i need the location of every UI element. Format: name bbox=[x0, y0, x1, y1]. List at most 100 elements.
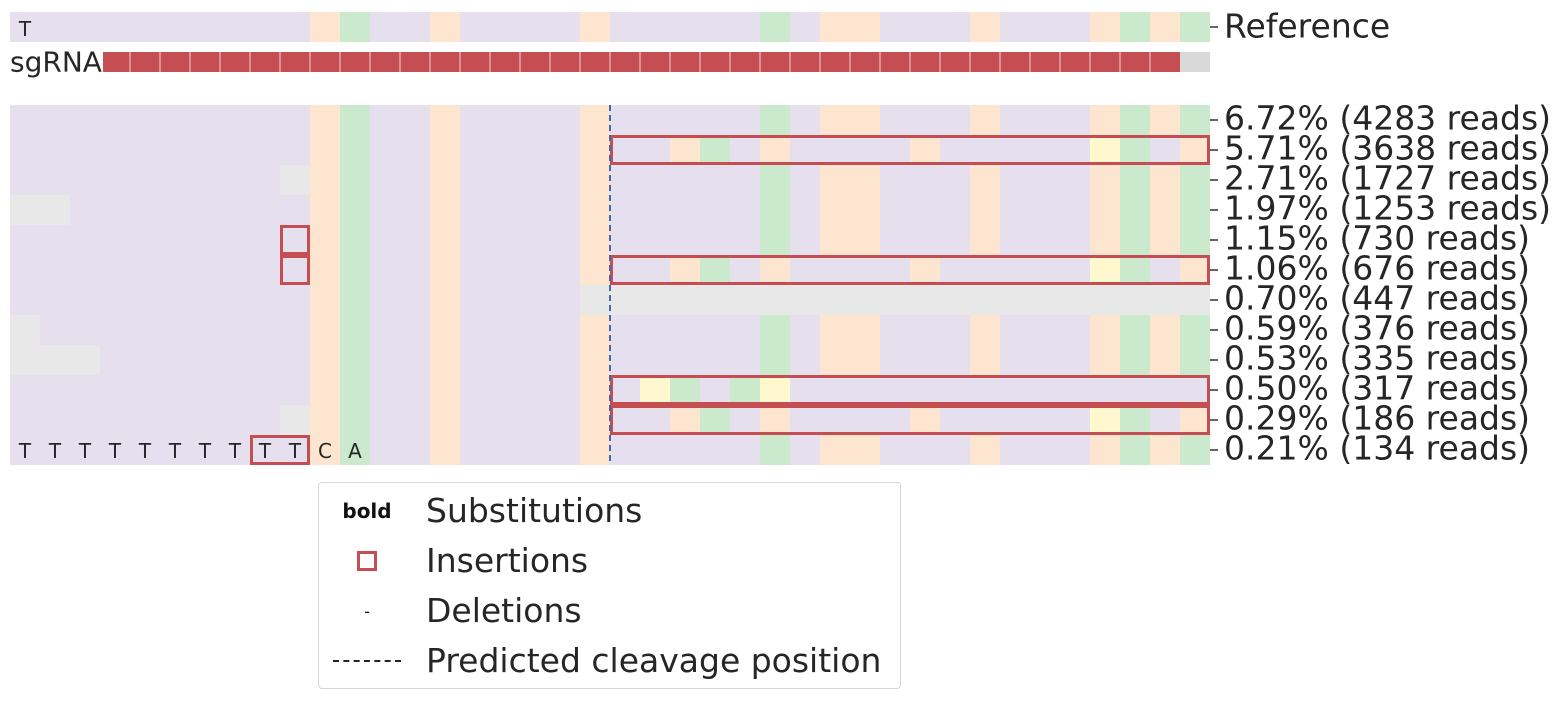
allele-cell bbox=[400, 315, 430, 345]
allele-cell bbox=[460, 435, 490, 465]
allele-cell bbox=[970, 285, 1000, 315]
allele-cell bbox=[700, 285, 730, 315]
allele-cell bbox=[1180, 345, 1210, 375]
allele-cell bbox=[940, 165, 970, 195]
allele-cell bbox=[250, 405, 280, 435]
row-label: 5.71% (3638 reads) bbox=[1224, 129, 1551, 168]
allele-cell bbox=[460, 135, 490, 165]
reference-cell bbox=[940, 12, 970, 42]
allele-base-letter: T bbox=[138, 439, 152, 463]
allele-cell bbox=[1000, 165, 1030, 195]
allele-cell bbox=[430, 435, 460, 465]
reference-cell bbox=[250, 12, 280, 42]
allele-cell bbox=[1060, 315, 1090, 345]
allele-cell bbox=[700, 405, 730, 435]
row-label: 0.70% (447 reads) bbox=[1224, 279, 1530, 318]
allele-cell bbox=[400, 195, 430, 225]
row-label: 2.71% (1727 reads) bbox=[1224, 159, 1551, 198]
allele-cell bbox=[670, 195, 700, 225]
allele-cell bbox=[400, 225, 430, 255]
allele-cell bbox=[730, 255, 760, 285]
sgrna-pam-bar bbox=[1180, 52, 1210, 72]
bold-text-icon: bold bbox=[342, 499, 392, 523]
allele-cell bbox=[370, 255, 400, 285]
allele-cell bbox=[1000, 375, 1030, 405]
allele-cell bbox=[700, 435, 730, 465]
allele-cell bbox=[730, 405, 760, 435]
allele-cell bbox=[760, 345, 790, 375]
allele-cell bbox=[550, 195, 580, 225]
allele-cell bbox=[1030, 375, 1060, 405]
allele-cell bbox=[250, 315, 280, 345]
allele-cell bbox=[220, 195, 250, 225]
allele-cell bbox=[370, 195, 400, 225]
allele-cell bbox=[310, 405, 340, 435]
allele-cell bbox=[790, 165, 820, 195]
allele-cell bbox=[490, 315, 520, 345]
allele-cell bbox=[610, 315, 640, 345]
allele-cell bbox=[1060, 255, 1090, 285]
allele-cell bbox=[100, 105, 130, 135]
allele-cell bbox=[820, 375, 850, 405]
allele-cell bbox=[490, 165, 520, 195]
allele-cell bbox=[430, 255, 460, 285]
allele-cell bbox=[1000, 135, 1030, 165]
legend-item-insertions: Insertions bbox=[319, 541, 900, 581]
allele-cell bbox=[730, 345, 760, 375]
reference-cell bbox=[790, 12, 820, 42]
allele-cell bbox=[280, 405, 310, 435]
allele-cell bbox=[580, 345, 610, 375]
allele-cell bbox=[970, 315, 1000, 345]
legend: bold Substitutions Insertions - Deletion… bbox=[318, 482, 901, 689]
allele-cell bbox=[310, 435, 340, 465]
allele-cell bbox=[880, 165, 910, 195]
reference-cell bbox=[640, 12, 670, 42]
allele-cell bbox=[130, 255, 160, 285]
allele-cell bbox=[250, 255, 280, 285]
allele-cell bbox=[850, 435, 880, 465]
allele-cell bbox=[160, 405, 190, 435]
allele-cell bbox=[940, 135, 970, 165]
reference-cell bbox=[1060, 12, 1090, 42]
allele-cell bbox=[910, 405, 940, 435]
allele-cell bbox=[400, 105, 430, 135]
allele-cell bbox=[10, 195, 40, 225]
allele-cell bbox=[640, 315, 670, 345]
allele-cell bbox=[100, 225, 130, 255]
insertion-square-icon bbox=[357, 551, 377, 571]
allele-cell bbox=[100, 375, 130, 405]
reference-cell bbox=[580, 12, 610, 42]
allele-cell bbox=[340, 405, 370, 435]
allele-cell bbox=[550, 345, 580, 375]
allele-cell bbox=[70, 375, 100, 405]
allele-cell bbox=[970, 375, 1000, 405]
allele-cell bbox=[880, 105, 910, 135]
allele-cell bbox=[430, 195, 460, 225]
allele-cell bbox=[790, 405, 820, 435]
allele-cell bbox=[880, 135, 910, 165]
allele-cell bbox=[850, 255, 880, 285]
allele-cell bbox=[1150, 315, 1180, 345]
allele-cell bbox=[10, 165, 40, 195]
allele-cell bbox=[550, 405, 580, 435]
allele-cell bbox=[1030, 435, 1060, 465]
allele-cell bbox=[940, 105, 970, 135]
allele-cell bbox=[220, 405, 250, 435]
allele-cell bbox=[40, 315, 70, 345]
allele-cell bbox=[160, 165, 190, 195]
allele-cell bbox=[430, 345, 460, 375]
allele-cell bbox=[130, 225, 160, 255]
allele-cell bbox=[790, 225, 820, 255]
reference-cell bbox=[1180, 12, 1210, 42]
allele-cell bbox=[220, 315, 250, 345]
reference-cell bbox=[1090, 12, 1120, 42]
reference-cell bbox=[1150, 12, 1180, 42]
allele-cell bbox=[520, 255, 550, 285]
allele-cell bbox=[310, 165, 340, 195]
allele-cell bbox=[820, 315, 850, 345]
dashed-line-icon bbox=[333, 660, 401, 662]
allele-cell bbox=[1030, 255, 1060, 285]
allele-cell bbox=[130, 165, 160, 195]
allele-cell bbox=[490, 225, 520, 255]
allele-cell bbox=[520, 135, 550, 165]
